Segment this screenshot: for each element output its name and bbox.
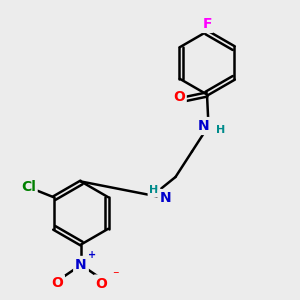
Text: N: N xyxy=(160,191,171,205)
Text: Cl: Cl xyxy=(21,180,36,194)
Text: ⁻: ⁻ xyxy=(112,269,119,282)
Text: +: + xyxy=(88,250,96,260)
Text: H: H xyxy=(217,124,226,135)
Text: O: O xyxy=(95,277,107,290)
Text: H: H xyxy=(149,185,158,196)
Text: O: O xyxy=(51,276,63,290)
Text: N: N xyxy=(75,258,87,272)
Text: F: F xyxy=(202,17,212,31)
Text: N: N xyxy=(197,119,209,133)
Text: O: O xyxy=(173,90,185,104)
